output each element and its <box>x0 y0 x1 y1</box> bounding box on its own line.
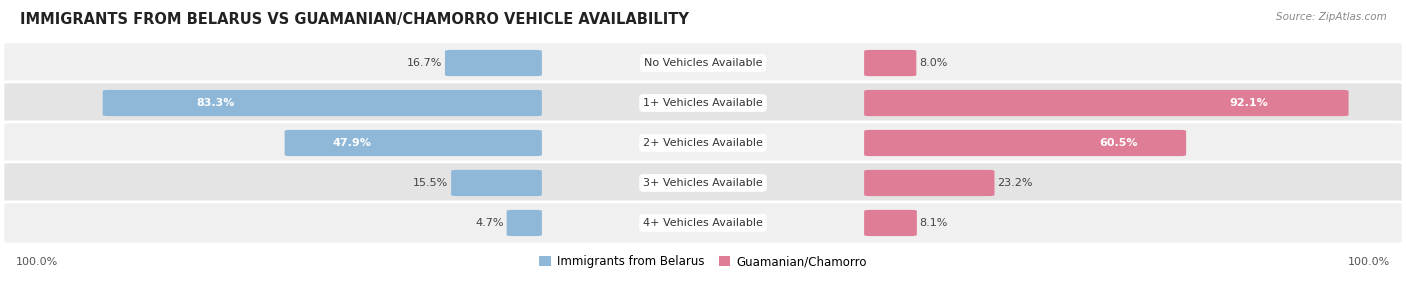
FancyBboxPatch shape <box>865 90 1348 116</box>
Text: IMMIGRANTS FROM BELARUS VS GUAMANIAN/CHAMORRO VEHICLE AVAILABILITY: IMMIGRANTS FROM BELARUS VS GUAMANIAN/CHA… <box>20 13 689 27</box>
FancyBboxPatch shape <box>3 122 1403 164</box>
Text: Source: ZipAtlas.com: Source: ZipAtlas.com <box>1275 13 1386 23</box>
Text: 83.3%: 83.3% <box>195 98 235 108</box>
Text: 92.1%: 92.1% <box>1229 98 1268 108</box>
Text: 8.1%: 8.1% <box>920 218 948 228</box>
FancyBboxPatch shape <box>865 50 917 76</box>
FancyBboxPatch shape <box>3 82 1403 124</box>
Text: 1+ Vehicles Available: 1+ Vehicles Available <box>643 98 763 108</box>
FancyBboxPatch shape <box>3 202 1403 244</box>
FancyBboxPatch shape <box>865 210 917 236</box>
FancyBboxPatch shape <box>444 50 541 76</box>
Text: 4.7%: 4.7% <box>475 218 503 228</box>
Legend: Immigrants from Belarus, Guamanian/Chamorro: Immigrants from Belarus, Guamanian/Chamo… <box>534 251 872 273</box>
FancyBboxPatch shape <box>506 210 541 236</box>
FancyBboxPatch shape <box>284 130 541 156</box>
FancyBboxPatch shape <box>865 130 1187 156</box>
Text: 2+ Vehicles Available: 2+ Vehicles Available <box>643 138 763 148</box>
Text: 100.0%: 100.0% <box>1348 257 1391 267</box>
Text: 3+ Vehicles Available: 3+ Vehicles Available <box>643 178 763 188</box>
FancyBboxPatch shape <box>3 162 1403 204</box>
FancyBboxPatch shape <box>3 42 1403 84</box>
Text: 8.0%: 8.0% <box>920 58 948 68</box>
Text: 100.0%: 100.0% <box>15 257 58 267</box>
Text: No Vehicles Available: No Vehicles Available <box>644 58 762 68</box>
Text: 60.5%: 60.5% <box>1099 138 1137 148</box>
Text: 16.7%: 16.7% <box>406 58 441 68</box>
Text: 4+ Vehicles Available: 4+ Vehicles Available <box>643 218 763 228</box>
FancyBboxPatch shape <box>451 170 541 196</box>
Text: 23.2%: 23.2% <box>997 178 1033 188</box>
FancyBboxPatch shape <box>865 170 994 196</box>
Text: 15.5%: 15.5% <box>413 178 449 188</box>
Text: 47.9%: 47.9% <box>332 138 371 148</box>
FancyBboxPatch shape <box>103 90 541 116</box>
